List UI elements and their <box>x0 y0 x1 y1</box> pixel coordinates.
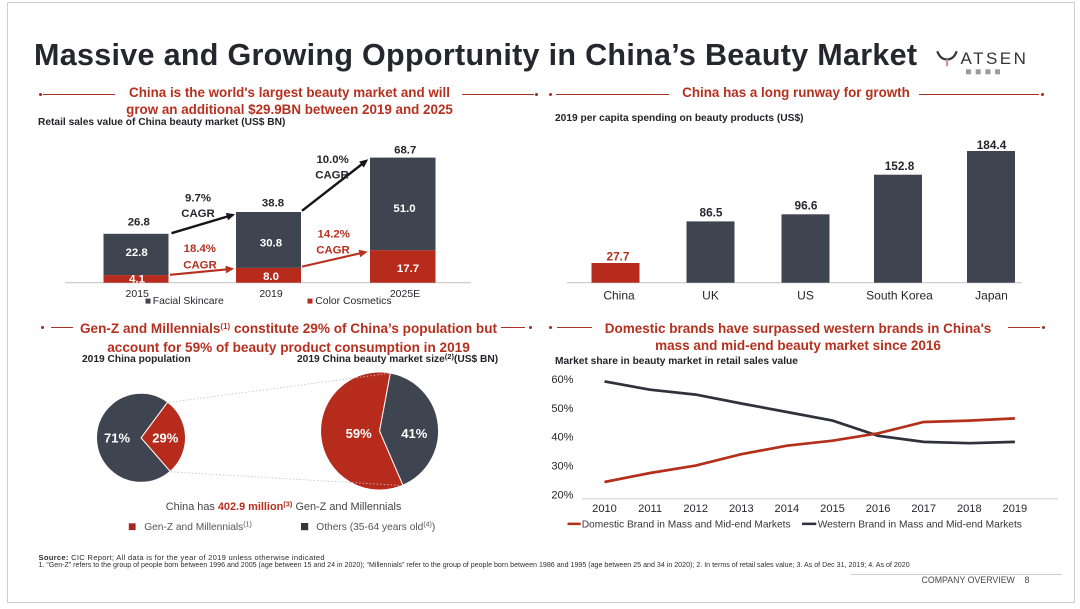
svg-text:Japan: Japan <box>975 289 1008 303</box>
svg-text:China has 402.9 million(3) Gen: China has 402.9 million(3) Gen-Z and Mil… <box>166 500 402 514</box>
svg-text:Facial Skincare: Facial Skincare <box>153 296 224 307</box>
svg-text:60%: 60% <box>551 374 573 386</box>
svg-text:2013: 2013 <box>729 503 754 515</box>
svg-text:29%: 29% <box>152 430 178 445</box>
svg-text:US: US <box>797 289 814 303</box>
svg-text:20%: 20% <box>551 490 573 502</box>
svg-text:68.7: 68.7 <box>394 145 416 157</box>
svg-text:152.8: 152.8 <box>885 159 915 173</box>
svg-text:40%: 40% <box>551 432 573 444</box>
svg-text:8.0: 8.0 <box>263 271 279 283</box>
svg-text:2015: 2015 <box>820 503 845 515</box>
svg-text:2016: 2016 <box>866 503 891 515</box>
svg-text:9.7%: 9.7% <box>185 192 211 204</box>
svg-text:2011: 2011 <box>638 503 662 515</box>
svg-text:59%: 59% <box>346 426 372 441</box>
svg-text:2012: 2012 <box>683 503 708 515</box>
svg-text:South Korea: South Korea <box>866 289 933 303</box>
svg-text:71%: 71% <box>104 430 130 445</box>
svg-text:2025E: 2025E <box>390 288 420 300</box>
svg-text:30%: 30% <box>551 461 573 473</box>
svg-text:2010: 2010 <box>592 503 617 515</box>
svg-text:Domestic Brand in Mass and Mid: Domestic Brand in Mass and Mid-end Marke… <box>582 519 791 530</box>
svg-text:41%: 41% <box>401 426 427 441</box>
svg-text:UK: UK <box>702 289 719 303</box>
svg-text:ATSEN: ATSEN <box>961 49 1029 68</box>
svg-text:Western Brand in Mass and Mid-: Western Brand in Mass and Mid-end Market… <box>818 519 1022 530</box>
svg-text:184.4: 184.4 <box>977 138 1007 152</box>
svg-text:China: China <box>603 289 635 303</box>
svg-text:CAGR: CAGR <box>316 244 350 256</box>
svg-text:17.7: 17.7 <box>397 263 419 275</box>
svg-text:22.8: 22.8 <box>126 247 148 259</box>
svg-text:2014: 2014 <box>775 503 800 515</box>
svg-text:CAGR: CAGR <box>315 169 349 181</box>
svg-text:2018: 2018 <box>957 503 982 515</box>
svg-text:27.7: 27.7 <box>607 249 630 263</box>
svg-text:CAGR: CAGR <box>181 208 215 220</box>
svg-text:4.1: 4.1 <box>129 273 145 285</box>
svg-text:Gen-Z and Millennials(1): Gen-Z and Millennials(1) <box>144 522 252 533</box>
svg-text:Color Cosmetics: Color Cosmetics <box>315 296 391 307</box>
svg-text:86.5: 86.5 <box>700 206 723 220</box>
svg-text:2019: 2019 <box>1003 503 1028 515</box>
svg-text:38.8: 38.8 <box>262 197 284 209</box>
svg-text:50%: 50% <box>551 403 573 415</box>
svg-text:CAGR: CAGR <box>183 260 217 272</box>
svg-text:30.8: 30.8 <box>260 237 282 249</box>
svg-text:2017: 2017 <box>911 503 936 515</box>
svg-text:Others (35-64 years old(4)): Others (35-64 years old(4)) <box>316 522 435 533</box>
svg-text:18.4%: 18.4% <box>184 243 216 255</box>
svg-text:14.2%: 14.2% <box>318 229 350 241</box>
svg-text:96.6: 96.6 <box>795 199 818 213</box>
svg-text:26.8: 26.8 <box>128 217 150 229</box>
svg-text:2015: 2015 <box>126 288 150 300</box>
svg-text:10.0%: 10.0% <box>316 154 348 166</box>
svg-text:51.0: 51.0 <box>393 203 415 215</box>
svg-text:2019: 2019 <box>259 288 283 300</box>
